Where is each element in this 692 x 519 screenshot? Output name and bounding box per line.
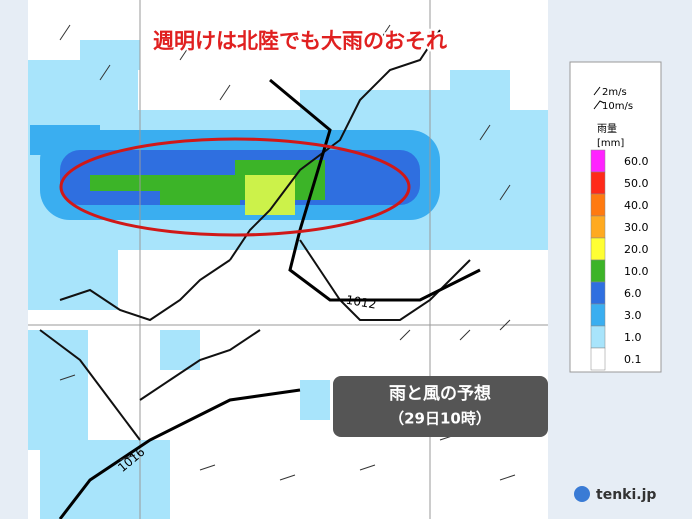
legend-label: 60.0: [624, 155, 649, 168]
legend-label: 6.0: [624, 287, 642, 300]
map: 1012 1016 週明けは北陸でも大雨のおそれ: [28, 0, 548, 519]
isobar-lines: [58, 78, 481, 519]
legend-swatch: [590, 193, 606, 217]
legend-swatch: [590, 303, 606, 327]
legend-swatch: [590, 281, 606, 305]
wind-label: 2m/s: [602, 87, 627, 98]
legend-label: 50.0: [624, 177, 649, 190]
caption-time: （29日10時）: [389, 410, 491, 428]
legend-label: 20.0: [624, 243, 649, 256]
caption-bg: [333, 376, 548, 437]
legend-label: 1.0: [624, 331, 642, 344]
legend-label: 40.0: [624, 199, 649, 212]
legend-swatch: [590, 171, 606, 195]
logo: tenki.jp: [574, 486, 656, 503]
logo-text: tenki.jp: [596, 487, 656, 503]
legend-label: 0.1: [624, 353, 642, 366]
headline: 週明けは北陸でも大雨のおそれ: [153, 29, 447, 53]
coastlines: [39, 29, 471, 441]
legend-label: 30.0: [624, 221, 649, 234]
caption-title: 雨と風の予想: [389, 383, 491, 404]
legend-label: 10.0: [624, 265, 649, 278]
rain-unit: [mm]: [597, 138, 624, 149]
highlight-ellipse: [59, 137, 411, 237]
legend-swatch: [590, 237, 606, 261]
isobar-label: 1012: [345, 293, 378, 312]
rain-intense: [245, 175, 295, 215]
legend-swatch: [590, 215, 606, 239]
wind-barbs: [59, 24, 516, 481]
legend-swatch: [590, 149, 606, 173]
legend: 2m/s 10m/s 雨量 [mm] 60.0 50.0 40.0 30.0 20.0 1…: [569, 61, 662, 373]
rain-title: 雨量: [597, 123, 617, 135]
logo-icon: [574, 486, 590, 502]
legend-box: [569, 61, 662, 373]
caption-box: 雨と風の予想 （29日10時）: [333, 376, 548, 437]
legend-swatch: [590, 325, 606, 349]
wind-symbol: [593, 86, 605, 110]
legend-swatch: [590, 259, 606, 283]
legend-label: 3.0: [624, 309, 642, 322]
legend-swatch: [590, 347, 606, 371]
wind-label: 10m/s: [602, 101, 633, 112]
